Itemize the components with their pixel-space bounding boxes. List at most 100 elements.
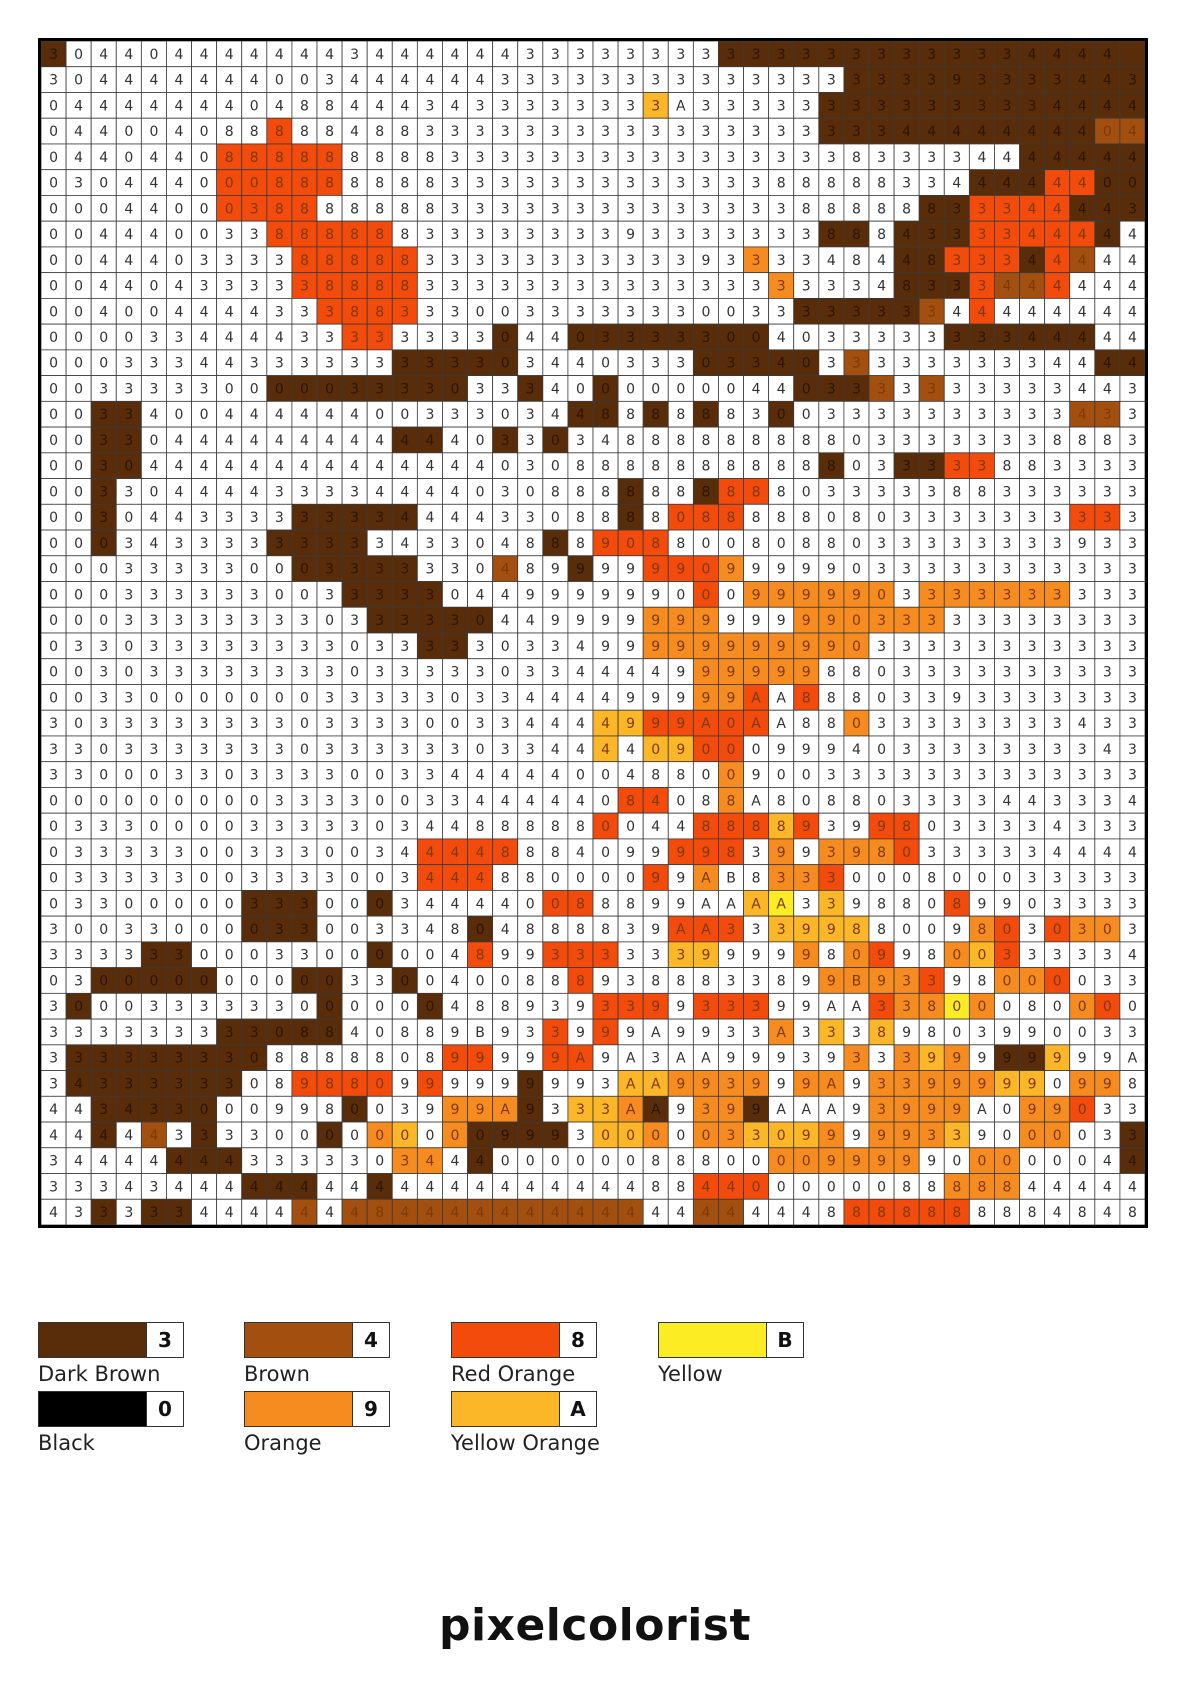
grid-cell-number: 3 bbox=[175, 768, 184, 784]
grid-cell-number: 4 bbox=[175, 459, 184, 475]
grid-cell-number: 4 bbox=[99, 124, 108, 140]
grid-cell-number: 0 bbox=[300, 690, 309, 706]
grid-cell-number: 8 bbox=[727, 510, 736, 526]
grid-cell bbox=[1044, 220, 1071, 248]
grid-cell-number: 0 bbox=[99, 768, 108, 784]
grid-cell-number: 4 bbox=[1053, 253, 1062, 269]
grid-cell-number: 3 bbox=[927, 433, 936, 449]
grid-cell-number: 3 bbox=[877, 304, 886, 320]
grid-cell-number: 0 bbox=[601, 1154, 610, 1170]
grid-cell bbox=[868, 246, 895, 274]
grid-cell-number: 0 bbox=[400, 1128, 409, 1144]
grid-cell bbox=[718, 117, 744, 145]
grid-cell-number: 3 bbox=[877, 98, 886, 114]
grid-cell-number: 3 bbox=[927, 690, 936, 706]
grid-cell-number: 0 bbox=[49, 613, 58, 629]
grid-cell-number: 3 bbox=[626, 201, 635, 217]
grid-cell-number: 3 bbox=[977, 639, 986, 655]
grid-cell-number: 3 bbox=[952, 665, 961, 681]
grid-cell-number: 8 bbox=[325, 98, 334, 114]
grid-cell-number: 3 bbox=[476, 690, 485, 706]
grid-cell bbox=[316, 272, 343, 299]
grid-cell-number: 3 bbox=[476, 150, 485, 166]
grid-cell-number: 3 bbox=[325, 330, 334, 346]
grid-cell bbox=[592, 41, 619, 68]
grid-cell-number: 0 bbox=[300, 742, 309, 758]
grid-cell-number: 3 bbox=[1053, 587, 1062, 603]
grid-cell-number: A bbox=[726, 896, 736, 912]
grid-cell bbox=[416, 426, 443, 454]
grid-cell-number: 8 bbox=[350, 1076, 359, 1092]
grid-cell-number: 8 bbox=[802, 716, 811, 732]
grid-cell-number: 0 bbox=[375, 1128, 384, 1144]
grid-cell-number: 4 bbox=[350, 407, 359, 423]
grid-cell-number: 8 bbox=[400, 150, 409, 166]
grid-cell-number: 4 bbox=[1053, 304, 1062, 320]
grid-cell-number: 0 bbox=[1003, 871, 1012, 887]
grid-cell-number: 3 bbox=[1053, 896, 1062, 912]
grid-cell-number: 3 bbox=[701, 330, 710, 346]
grid-cell-number: 0 bbox=[727, 742, 736, 758]
grid-cell-number: 0 bbox=[701, 768, 710, 784]
grid-cell-number: 3 bbox=[1003, 639, 1012, 655]
grid-cell bbox=[216, 323, 243, 351]
grid-cell-number: 4 bbox=[300, 47, 309, 63]
grid-cell-number: 3 bbox=[425, 279, 434, 295]
grid-cell-number: 0 bbox=[350, 639, 359, 655]
grid-cell-number: 3 bbox=[1053, 768, 1062, 784]
grid-cell-number: 3 bbox=[526, 510, 535, 526]
grid-cell-number: 3 bbox=[877, 536, 886, 552]
grid-cell-number: 3 bbox=[777, 871, 786, 887]
grid-cell-number: 3 bbox=[1053, 73, 1062, 89]
grid-cell-number: 3 bbox=[526, 1025, 535, 1041]
grid-cell-number: 3 bbox=[827, 279, 836, 295]
grid-cell-number: 4 bbox=[99, 98, 108, 114]
grid-cell-number: 9 bbox=[551, 562, 560, 578]
grid-cell-number: 9 bbox=[1078, 1076, 1087, 1092]
grid-cell-number: A bbox=[776, 716, 786, 732]
grid-cell-number: 3 bbox=[74, 1025, 83, 1041]
grid-cell-number: 3 bbox=[425, 227, 434, 243]
grid-cell-number: 4 bbox=[626, 742, 635, 758]
grid-cell-number: 3 bbox=[952, 150, 961, 166]
grid-cell-number: 3 bbox=[400, 613, 409, 629]
grid-cell-number: 4 bbox=[451, 1205, 460, 1221]
grid-cell-number: 4 bbox=[1078, 98, 1087, 114]
grid-cell-number: 4 bbox=[350, 1025, 359, 1041]
grid-cell-number: 3 bbox=[752, 279, 761, 295]
grid-cell-number: 3 bbox=[325, 484, 334, 500]
grid-cell-number: 0 bbox=[149, 896, 158, 912]
grid-cell-number: 3 bbox=[827, 1025, 836, 1041]
grid-cell-number: 0 bbox=[124, 665, 133, 681]
grid-cell-number: 0 bbox=[49, 793, 58, 809]
grid-cell-number: 8 bbox=[727, 845, 736, 861]
grid-cell-number: 9 bbox=[651, 922, 660, 938]
grid-cell-number: 3 bbox=[1028, 613, 1037, 629]
grid-cell-number: 4 bbox=[425, 1205, 434, 1221]
grid-cell-number: 9 bbox=[802, 742, 811, 758]
grid-cell-number: 3 bbox=[175, 716, 184, 732]
grid-cell-number: 0 bbox=[626, 1154, 635, 1170]
grid-cell bbox=[341, 143, 368, 171]
grid-cell-number: 4 bbox=[1053, 279, 1062, 295]
grid-cell-number: 0 bbox=[852, 1179, 861, 1195]
legend-item-black: 0 Black bbox=[38, 1391, 188, 1455]
grid-cell-number: 9 bbox=[476, 1076, 485, 1092]
grid-cell-number: 0 bbox=[551, 871, 560, 887]
grid-cell-number: 3 bbox=[752, 227, 761, 243]
grid-cell-number: 4 bbox=[1128, 227, 1137, 243]
grid-cell-number: 3 bbox=[124, 690, 133, 706]
grid-cell bbox=[1019, 400, 1046, 428]
grid-cell-number: 8 bbox=[651, 484, 660, 500]
grid-cell-number: 3 bbox=[275, 793, 284, 809]
grid-cell-number: 3 bbox=[952, 330, 961, 346]
grid-cell bbox=[90, 143, 117, 171]
grid-cell-number: 4 bbox=[74, 124, 83, 140]
grid-cell-number: 8 bbox=[701, 819, 710, 835]
grid-cell-number: 3 bbox=[701, 999, 710, 1015]
grid-cell-number: 0 bbox=[1053, 1128, 1062, 1144]
grid-cell-number: 9 bbox=[626, 613, 635, 629]
grid-cell-number: 3 bbox=[99, 1051, 108, 1067]
grid-cell-number: 9 bbox=[1003, 1051, 1012, 1067]
grid-cell-number: 0 bbox=[451, 716, 460, 732]
